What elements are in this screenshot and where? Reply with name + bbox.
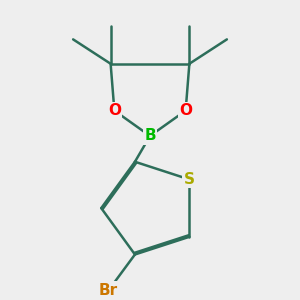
Text: O: O bbox=[179, 103, 192, 118]
Text: Br: Br bbox=[99, 283, 118, 298]
Text: S: S bbox=[184, 172, 195, 187]
Text: O: O bbox=[108, 103, 121, 118]
Text: B: B bbox=[144, 128, 156, 143]
